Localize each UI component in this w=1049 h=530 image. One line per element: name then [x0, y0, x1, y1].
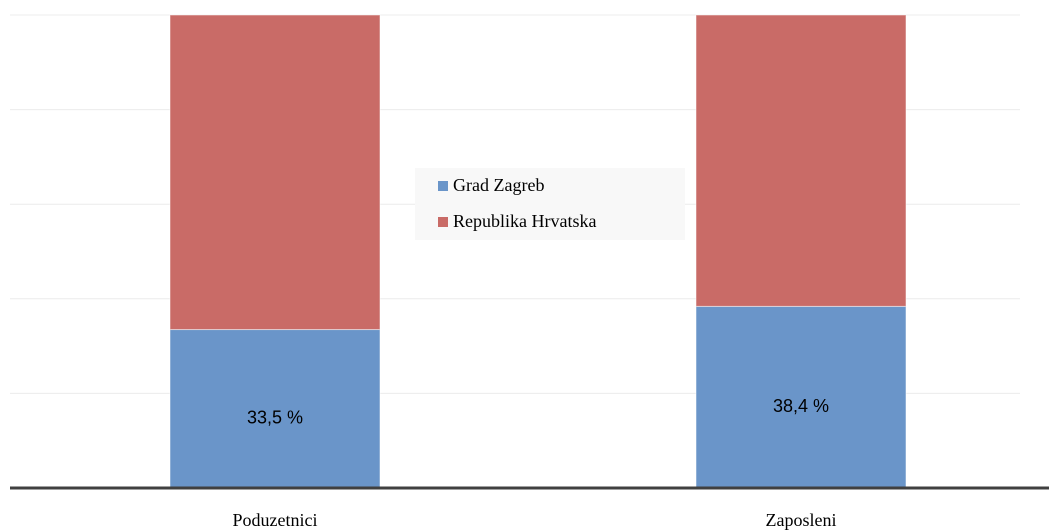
x-tick-label: Zaposleni	[766, 510, 837, 530]
legend-label: Grad Zagreb	[453, 175, 544, 195]
bar-segment	[169, 14, 381, 331]
x-tick-label: Poduzetnici	[233, 510, 318, 530]
legend-box	[415, 168, 685, 240]
bar-segment	[695, 305, 907, 489]
legend-label: Republika Hrvatska	[453, 211, 596, 231]
data-label: 38,4 %	[773, 396, 829, 416]
bar-segment	[695, 14, 907, 307]
bar-segment	[169, 329, 381, 489]
legend-swatch	[438, 217, 448, 227]
legend-swatch	[438, 181, 448, 191]
data-label: 33,5 %	[247, 408, 303, 428]
